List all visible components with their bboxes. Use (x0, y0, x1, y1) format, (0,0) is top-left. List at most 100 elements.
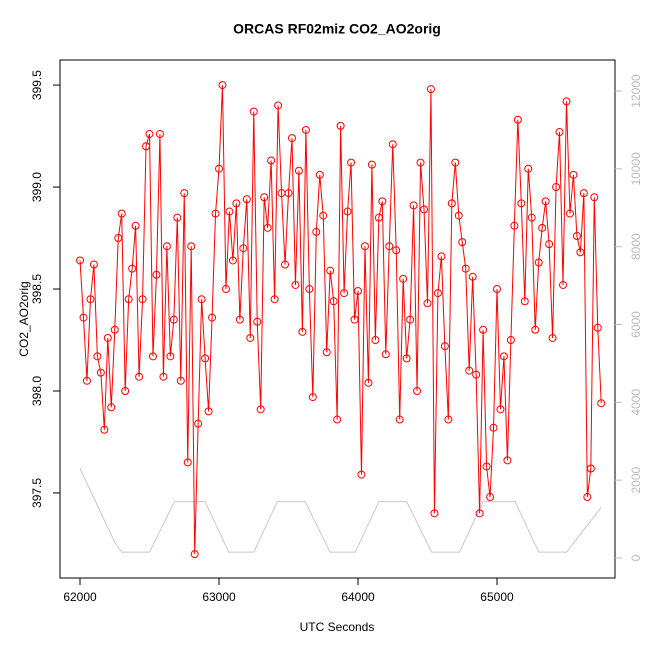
point (475, 509, 484, 518)
point (385, 242, 394, 251)
point (590, 193, 599, 202)
point (79, 313, 88, 322)
point (354, 287, 363, 296)
series-line (79, 85, 602, 555)
point (274, 101, 283, 110)
y2-tick-label: 8000 (629, 233, 643, 260)
point (447, 199, 456, 208)
point (155, 130, 164, 139)
point (239, 244, 248, 253)
point (218, 81, 227, 90)
x-tick-label: 62000 (63, 590, 97, 604)
point (343, 207, 352, 216)
point (225, 207, 234, 216)
point (173, 213, 182, 222)
point (517, 199, 526, 208)
point (121, 386, 130, 395)
point (583, 493, 592, 502)
point (506, 336, 515, 345)
point (357, 470, 366, 479)
point (548, 333, 557, 342)
point (242, 195, 251, 204)
point (572, 231, 581, 240)
point (124, 295, 133, 304)
point (336, 121, 345, 130)
point (135, 372, 144, 381)
point (510, 221, 519, 230)
point (444, 415, 453, 424)
point (232, 199, 241, 208)
point (381, 350, 390, 359)
point (298, 327, 307, 336)
y2-tick-label: 6000 (629, 311, 643, 338)
point (291, 280, 300, 289)
point (458, 238, 467, 247)
y2-tick-label: 12000 (629, 74, 643, 108)
point (454, 211, 463, 220)
point (534, 258, 543, 267)
point (437, 252, 446, 261)
point (569, 170, 578, 179)
point (524, 164, 533, 173)
point (409, 201, 418, 210)
point (190, 550, 199, 559)
point (413, 386, 422, 395)
point (426, 85, 435, 94)
plot-frame (59, 59, 616, 579)
point (152, 270, 161, 279)
point (392, 246, 401, 255)
point (465, 366, 474, 375)
point (211, 209, 220, 218)
point (468, 272, 477, 281)
point (406, 315, 415, 324)
y2-tick-label: 4000 (629, 389, 643, 416)
point (416, 158, 425, 167)
point (538, 223, 547, 232)
point (159, 372, 168, 381)
point (107, 403, 116, 412)
point (350, 315, 359, 324)
point (326, 266, 335, 275)
point (138, 295, 147, 304)
point (593, 323, 602, 332)
point (552, 183, 561, 192)
point (371, 336, 380, 345)
point (399, 274, 408, 283)
point (367, 160, 376, 169)
point (204, 407, 213, 416)
point (253, 317, 262, 326)
point (513, 115, 522, 124)
point (486, 493, 495, 502)
chart-title: ORCAS RF02miz CO2_AO2orig (233, 21, 441, 37)
point (440, 342, 449, 351)
point (197, 295, 206, 304)
point (148, 352, 157, 361)
point (162, 242, 171, 251)
point (527, 213, 536, 222)
point (531, 325, 540, 334)
point (194, 419, 203, 428)
point (461, 264, 470, 273)
point (287, 134, 296, 143)
point (420, 205, 429, 214)
point (562, 97, 571, 106)
point (180, 189, 189, 198)
point (312, 227, 321, 236)
point (579, 189, 588, 198)
point (499, 352, 508, 361)
point (114, 234, 123, 243)
point (305, 285, 314, 294)
y-tick-label: 399.0 (30, 172, 44, 202)
point (176, 376, 185, 385)
point (378, 197, 387, 206)
point (215, 164, 224, 173)
y-tick-label: 398.5 (30, 274, 44, 304)
point (489, 423, 498, 432)
y-tick-label: 397.5 (30, 478, 44, 508)
point (451, 158, 460, 167)
point (263, 223, 272, 232)
point (576, 248, 585, 257)
y-axis-label: CO2_AO2orig (17, 281, 31, 356)
point (117, 209, 126, 218)
point (472, 370, 481, 379)
